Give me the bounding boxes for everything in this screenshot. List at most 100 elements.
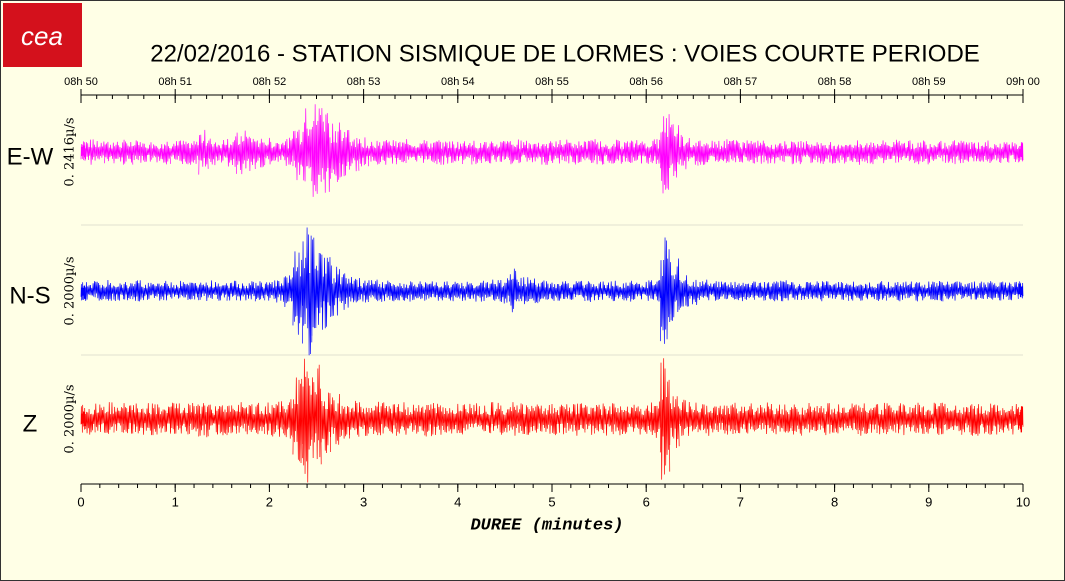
top-tick-label: 08h 57 — [724, 76, 758, 88]
trace-window — [386, 280, 397, 302]
trace-window — [886, 403, 897, 433]
trace-label: E-W — [7, 143, 54, 170]
trace-label: N-S — [9, 282, 50, 309]
top-tick-label: 08h 50 — [64, 76, 98, 88]
trace-window — [226, 405, 237, 436]
trace-window — [349, 277, 360, 303]
trace-window — [923, 281, 934, 300]
trace-window — [198, 282, 209, 301]
trace-window — [405, 404, 416, 434]
trace-window — [895, 403, 906, 436]
trace-window — [782, 141, 793, 163]
trace-window — [424, 402, 435, 437]
logo-box — [3, 3, 82, 67]
trace-window — [791, 282, 802, 300]
trace-window — [349, 400, 360, 437]
trace-window — [188, 403, 200, 434]
trace-window — [773, 404, 784, 435]
trace-window — [820, 143, 831, 164]
trace-window — [659, 237, 671, 344]
trace-window — [848, 281, 859, 301]
trace-window — [970, 404, 981, 436]
trace-window — [170, 402, 181, 434]
trace-window — [433, 403, 445, 435]
trace-window — [763, 143, 774, 164]
trace-window — [773, 280, 784, 302]
trace-window — [546, 141, 558, 163]
trace-window — [594, 281, 605, 301]
x-axis-label: DUREE (minutes) — [470, 516, 623, 535]
trace-window — [339, 405, 350, 439]
trace-window — [528, 143, 539, 163]
x-tick-label: 1 — [172, 494, 179, 509]
trace-window — [415, 140, 426, 163]
trace-window — [782, 280, 793, 301]
trace-window — [537, 280, 548, 302]
trace-window — [829, 141, 840, 164]
trace-window — [518, 277, 529, 305]
trace-window — [641, 405, 652, 434]
trace-window — [546, 403, 558, 436]
trace-window — [499, 278, 510, 304]
trace-window — [791, 140, 802, 165]
trace-window — [735, 282, 746, 302]
trace-window — [914, 402, 925, 434]
trace-window — [876, 281, 887, 301]
trace-window — [236, 130, 247, 175]
trace-window — [264, 137, 275, 166]
trace-window — [499, 405, 510, 435]
trace-window — [85, 281, 96, 301]
trace-window — [641, 141, 652, 164]
trace-window — [810, 281, 821, 299]
trace-window — [358, 137, 369, 167]
trace-window — [151, 283, 162, 301]
trace-window — [141, 142, 152, 162]
trace-window — [254, 138, 266, 168]
trace-window — [650, 139, 661, 164]
trace-window — [688, 279, 699, 305]
trace-window — [123, 139, 134, 165]
trace-window — [659, 114, 671, 194]
trace-window — [273, 142, 284, 162]
trace-window — [320, 254, 331, 330]
trace-window — [895, 139, 906, 163]
trace-window — [415, 405, 426, 434]
scale-label: 0. 2000µ/s — [63, 384, 78, 453]
trace-window — [113, 406, 124, 433]
trace-window — [104, 402, 115, 434]
trace-window — [462, 281, 473, 301]
trace-window — [207, 280, 218, 300]
trace-window — [754, 140, 765, 164]
trace-window — [80, 282, 87, 301]
trace-window — [396, 402, 407, 436]
trace-window — [961, 141, 972, 163]
trace-window — [443, 408, 454, 434]
trace-window — [933, 402, 944, 436]
trace-window — [820, 281, 831, 302]
trace-window — [735, 140, 746, 163]
trace-window — [264, 282, 275, 301]
trace-window — [980, 406, 991, 434]
trace-window — [367, 405, 379, 434]
trace-window — [396, 141, 407, 163]
trace-window — [565, 139, 576, 165]
trace-window — [1017, 281, 1024, 299]
trace-window — [452, 281, 463, 302]
trace-window — [528, 278, 539, 304]
top-tick-label: 08h 51 — [158, 76, 192, 88]
top-tick-label: 08h 53 — [347, 76, 381, 88]
trace-window — [367, 279, 379, 302]
trace-window — [292, 377, 303, 464]
trace-window — [565, 404, 576, 432]
trace-window — [443, 141, 454, 165]
trace-window — [377, 401, 388, 436]
trace-window — [697, 140, 708, 165]
trace-window — [829, 404, 840, 434]
trace-window — [424, 141, 435, 163]
trace-window — [904, 140, 916, 162]
trace-window — [236, 402, 247, 433]
trace-window — [198, 403, 209, 438]
trace-window — [678, 399, 689, 436]
trace-window — [80, 141, 87, 161]
trace-window — [207, 138, 218, 166]
